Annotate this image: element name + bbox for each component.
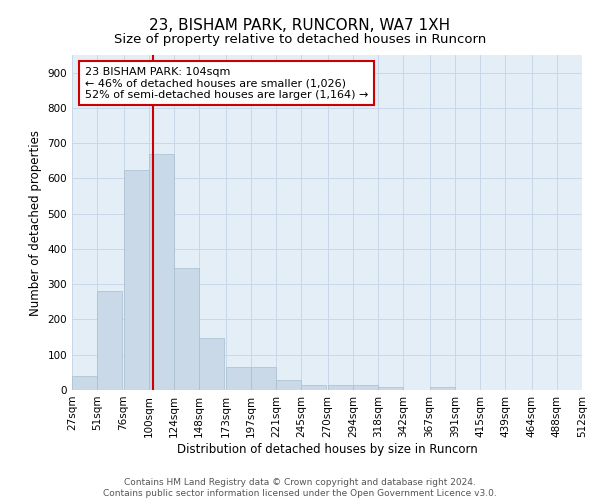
Bar xyxy=(149,154,174,390)
Bar xyxy=(97,292,122,390)
X-axis label: Distribution of detached houses by size in Runcorn: Distribution of detached houses by size … xyxy=(176,442,478,456)
Bar xyxy=(226,367,251,390)
Bar xyxy=(72,376,97,390)
Bar xyxy=(328,386,353,390)
Text: 23 BISHAM PARK: 104sqm
← 46% of detached houses are smaller (1,026)
52% of semi-: 23 BISHAM PARK: 104sqm ← 46% of detached… xyxy=(85,66,368,100)
Bar xyxy=(430,387,455,390)
Text: Size of property relative to detached houses in Runcorn: Size of property relative to detached ho… xyxy=(114,32,486,46)
Y-axis label: Number of detached properties: Number of detached properties xyxy=(29,130,42,316)
Bar xyxy=(353,386,378,390)
Bar xyxy=(124,170,149,390)
Bar xyxy=(276,380,301,390)
Text: 23, BISHAM PARK, RUNCORN, WA7 1XH: 23, BISHAM PARK, RUNCORN, WA7 1XH xyxy=(149,18,451,32)
Bar xyxy=(378,387,403,390)
Bar xyxy=(174,268,199,390)
Bar xyxy=(199,338,224,390)
Text: Contains HM Land Registry data © Crown copyright and database right 2024.
Contai: Contains HM Land Registry data © Crown c… xyxy=(103,478,497,498)
Bar xyxy=(301,386,326,390)
Bar xyxy=(251,367,276,390)
